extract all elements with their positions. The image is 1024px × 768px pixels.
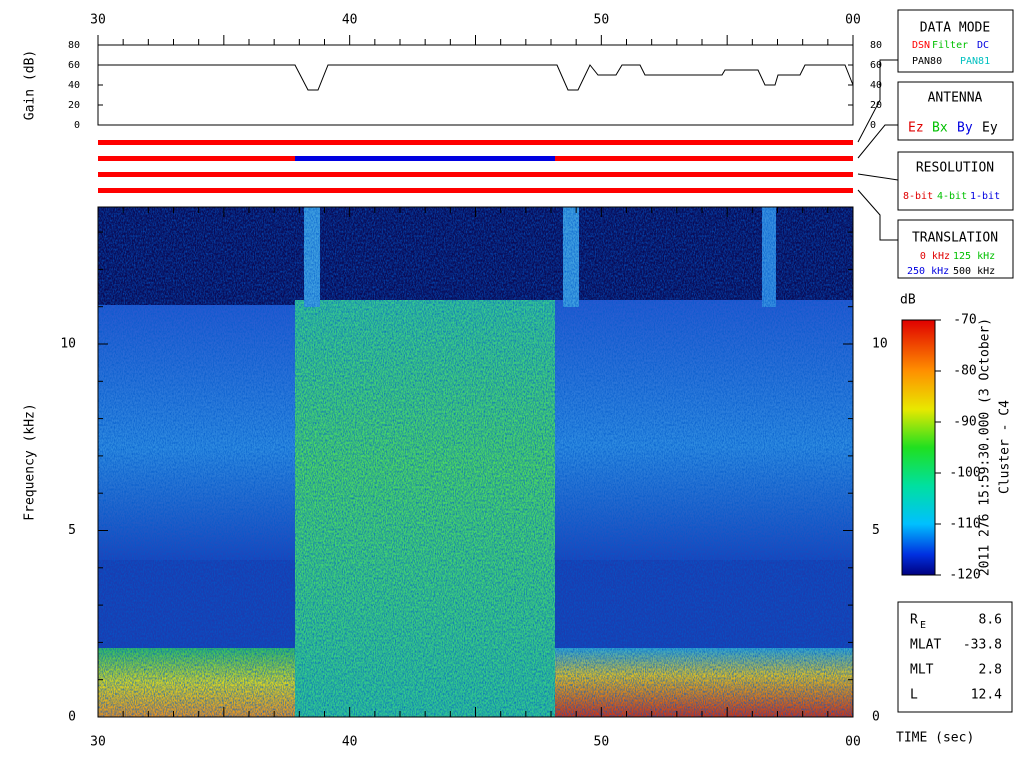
y-tick-label: 60 — [870, 60, 882, 71]
item: DSN — [912, 40, 930, 51]
spectrogram — [97, 206, 854, 718]
colorbar-tick-label: -100 — [949, 466, 980, 481]
y-tick-label: 20 — [68, 100, 80, 111]
colorbar — [901, 319, 936, 576]
x-tick-label: 30 — [90, 735, 106, 750]
item: 1-bit — [970, 191, 1000, 202]
orbit-label: R — [910, 613, 918, 628]
item: 8-bit — [903, 191, 933, 202]
y-tick-label: 0 — [872, 710, 880, 725]
item: Filter — [932, 40, 968, 51]
x-tick-label: 40 — [342, 13, 358, 28]
mode-bars — [98, 59, 899, 241]
colorbar-tick-label: -110 — [949, 517, 980, 532]
item: Ey — [982, 121, 998, 136]
box-title: DATA MODE — [920, 21, 990, 36]
orbit-label: MLAT — [910, 638, 941, 653]
orbit-table: R E 8.6 MLAT -33.8 MLT 2.8 L 12.4 — [910, 613, 1002, 703]
x-tick-label: 00 — [845, 13, 861, 28]
y-tick-label: 10 — [60, 337, 76, 352]
x-label: TIME (sec) — [896, 731, 974, 746]
box-title: TRANSLATION — [912, 231, 998, 246]
gain-label: Gain (dB) — [23, 50, 38, 120]
orbit-box — [897, 601, 1013, 713]
x-tick-label: 50 — [594, 735, 610, 750]
colorbar-tick-label: -70 — [953, 313, 976, 328]
bar — [98, 188, 853, 193]
y-tick-label: 80 — [870, 40, 882, 51]
y-tick-label: 20 — [870, 100, 882, 111]
item: 500 kHz — [953, 266, 995, 277]
item: By — [957, 121, 973, 136]
y-tick-label: 40 — [870, 80, 882, 91]
box — [897, 9, 1014, 73]
gain-trace — [98, 64, 854, 91]
item: 125 kHz — [953, 251, 995, 262]
box-title: ANTENNA — [928, 91, 983, 106]
item: DC — [977, 40, 989, 51]
item: 0 kHz — [920, 251, 950, 262]
gain-frame — [97, 44, 854, 126]
x-tick-label: 40 — [342, 735, 358, 750]
y-tick-label: 80 — [68, 40, 80, 51]
side-label: Cluster - C4 — [998, 400, 1013, 494]
orbit-value: 8.6 — [979, 613, 1002, 628]
item: Ez — [908, 121, 924, 136]
x-tick-label: 00 — [845, 735, 861, 750]
noise — [98, 207, 853, 717]
y-tick-label: 5 — [872, 523, 880, 538]
y-tick-label: 40 — [68, 80, 80, 91]
box-title: RESOLUTION — [916, 161, 994, 176]
item: 4-bit — [937, 191, 967, 202]
colorbar-tick-label: -120 — [949, 568, 980, 583]
colorbar-unit: dB — [900, 293, 916, 308]
box — [897, 219, 1014, 279]
item: Bx — [932, 121, 948, 136]
orbit-sub: E — [920, 620, 926, 631]
item: 250 kHz — [907, 266, 949, 277]
connector — [857, 189, 898, 241]
y-tick-label: 60 — [68, 60, 80, 71]
x-tick-label: 50 — [594, 13, 610, 28]
y-tick-label: 5 — [68, 523, 76, 538]
x-tick-label: 30 — [90, 13, 106, 28]
y-tick-label: 0 — [68, 710, 76, 725]
orbit-label: L — [910, 688, 918, 703]
bar — [295, 156, 555, 161]
y-label: Frequency (kHz) — [23, 403, 38, 520]
colorbar-tick-label: -90 — [953, 415, 976, 430]
bar — [98, 140, 853, 145]
orbit-value: -33.8 — [963, 638, 1002, 653]
connector — [857, 124, 898, 159]
item: PAN81 — [960, 56, 990, 67]
gain-panel — [97, 44, 854, 126]
connector — [857, 59, 898, 143]
side-label: 2011 276 15:59:30.000 (3 October) — [978, 318, 993, 576]
bar — [98, 172, 853, 177]
box — [897, 151, 1014, 211]
box — [897, 81, 1014, 141]
colorbar-tick-label: -80 — [953, 364, 976, 379]
orbit-label: MLT — [910, 663, 934, 678]
connector — [857, 173, 899, 181]
y-tick-label: 10 — [872, 337, 888, 352]
y-tick-label: 0 — [74, 120, 80, 131]
item: PAN80 — [912, 56, 942, 67]
orbit-value: 12.4 — [971, 688, 1002, 703]
orbit-value: 2.8 — [979, 663, 1002, 678]
y-tick-label: 0 — [870, 120, 876, 131]
